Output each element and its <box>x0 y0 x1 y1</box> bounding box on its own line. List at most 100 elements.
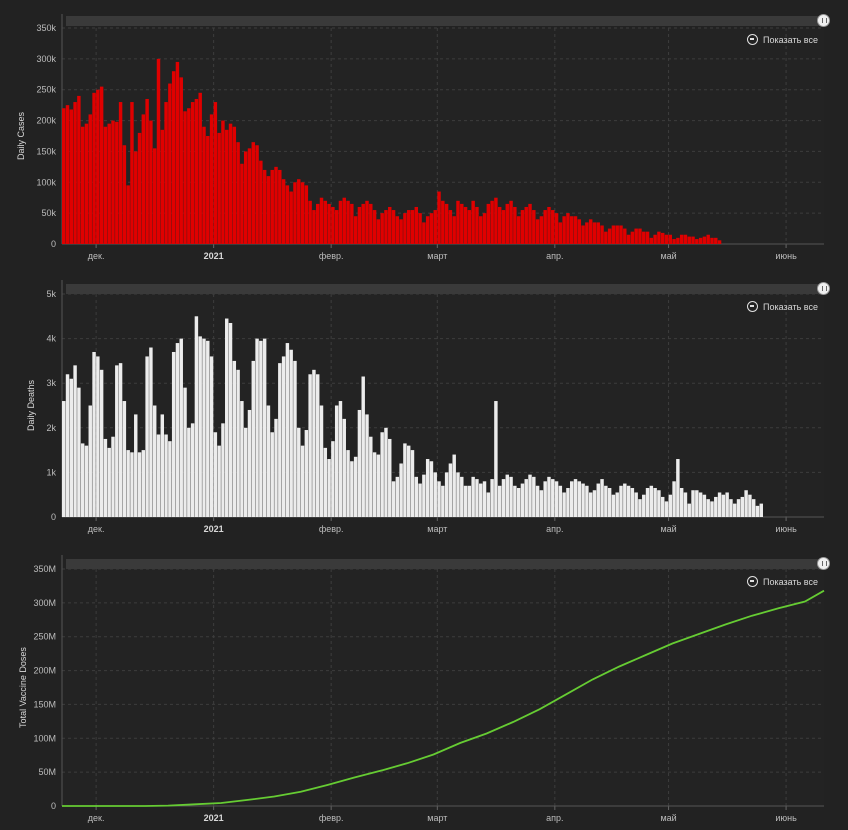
bar <box>236 142 240 244</box>
bar <box>395 216 400 244</box>
x-tick-label: дек. <box>88 813 105 823</box>
bar <box>524 479 528 517</box>
y-tick-label: 100M <box>33 733 56 743</box>
bar <box>676 459 680 517</box>
bar <box>395 476 400 517</box>
y-tick-label: 3k <box>46 378 56 388</box>
bar <box>577 219 582 244</box>
bar <box>281 356 286 517</box>
bar <box>118 363 123 517</box>
bar <box>179 77 183 244</box>
bar <box>463 206 468 244</box>
bar <box>300 445 305 517</box>
bar <box>660 496 665 517</box>
show-all-button[interactable]: Показать все <box>747 301 818 312</box>
bar <box>623 483 627 517</box>
bar <box>187 108 191 244</box>
bar <box>736 499 741 517</box>
y-tick-label: 0 <box>51 239 56 249</box>
bar <box>357 206 362 244</box>
bar <box>323 447 328 517</box>
show-all-label: Показать все <box>763 301 818 312</box>
bar <box>414 206 419 244</box>
bar <box>717 492 722 517</box>
bar <box>152 148 157 244</box>
bar <box>259 160 263 244</box>
bar <box>304 430 309 517</box>
y-axis-title: Daily Deaths <box>26 379 36 431</box>
bar <box>573 216 578 244</box>
bar <box>198 336 202 517</box>
bar <box>543 481 547 517</box>
bar <box>418 483 422 517</box>
bar <box>467 485 472 517</box>
scrollbar-handle[interactable] <box>818 283 829 294</box>
bar <box>190 423 195 517</box>
daily-deaths-plot: 0 1k 2k 3k 4k 5k дек. 2021 февр. март апр. май июнь D… <box>26 280 824 534</box>
scrollbar-track[interactable] <box>66 559 822 569</box>
bar <box>221 423 225 517</box>
bar <box>528 203 532 244</box>
bar <box>92 351 96 517</box>
bar <box>702 236 707 244</box>
bar <box>437 191 441 244</box>
x-tick-label: февр. <box>319 524 344 534</box>
show-all-label: Показать все <box>763 34 818 45</box>
bar <box>706 234 710 244</box>
show-all-button[interactable]: Показать все <box>747 576 818 587</box>
bar <box>410 450 415 517</box>
bar <box>429 461 434 517</box>
bar <box>183 387 187 517</box>
x-tick-label: май <box>660 813 676 823</box>
y-tick-label: 300M <box>33 598 56 608</box>
bar <box>505 474 509 517</box>
y-tick-label: 5k <box>46 289 56 299</box>
bar <box>399 219 403 244</box>
bar <box>425 459 430 517</box>
scrollbar-track[interactable] <box>66 16 822 26</box>
scrollbar-handle[interactable] <box>818 558 829 569</box>
bar <box>171 71 176 244</box>
bar <box>334 405 339 517</box>
bar <box>623 228 627 244</box>
bar <box>274 166 278 244</box>
bar <box>645 231 650 244</box>
bar <box>365 414 369 517</box>
bar <box>384 427 388 517</box>
scrollbar-track[interactable] <box>66 284 822 294</box>
bar <box>213 432 218 517</box>
bar <box>65 374 70 517</box>
scrollbar-handle[interactable] <box>818 15 829 26</box>
zoom-out-icon <box>747 301 758 312</box>
bar <box>156 434 161 517</box>
y-tick-label: 2k <box>46 423 56 433</box>
bar <box>698 237 703 244</box>
bar <box>225 318 229 517</box>
bar <box>672 481 676 517</box>
bar <box>194 316 199 517</box>
bar <box>179 338 183 517</box>
bar <box>342 418 346 517</box>
bar <box>630 231 635 244</box>
show-all-button[interactable]: Показать все <box>747 34 818 45</box>
bar <box>448 210 453 244</box>
bar <box>350 461 354 517</box>
bar <box>573 479 578 517</box>
bar <box>691 490 695 517</box>
bar <box>319 197 324 244</box>
bar <box>672 239 676 244</box>
bar <box>698 492 703 517</box>
y-tick-label: 50k <box>41 208 56 218</box>
bar <box>406 445 411 517</box>
x-tick-label: апр. <box>546 524 563 534</box>
bar <box>588 219 593 244</box>
bar <box>255 145 259 244</box>
bar <box>65 105 70 245</box>
y-tick-label: 250M <box>33 632 56 642</box>
series-line <box>62 589 825 807</box>
bar <box>319 405 324 517</box>
bar <box>524 206 528 244</box>
bar <box>566 213 570 244</box>
bar <box>600 479 604 517</box>
bar <box>600 225 604 244</box>
